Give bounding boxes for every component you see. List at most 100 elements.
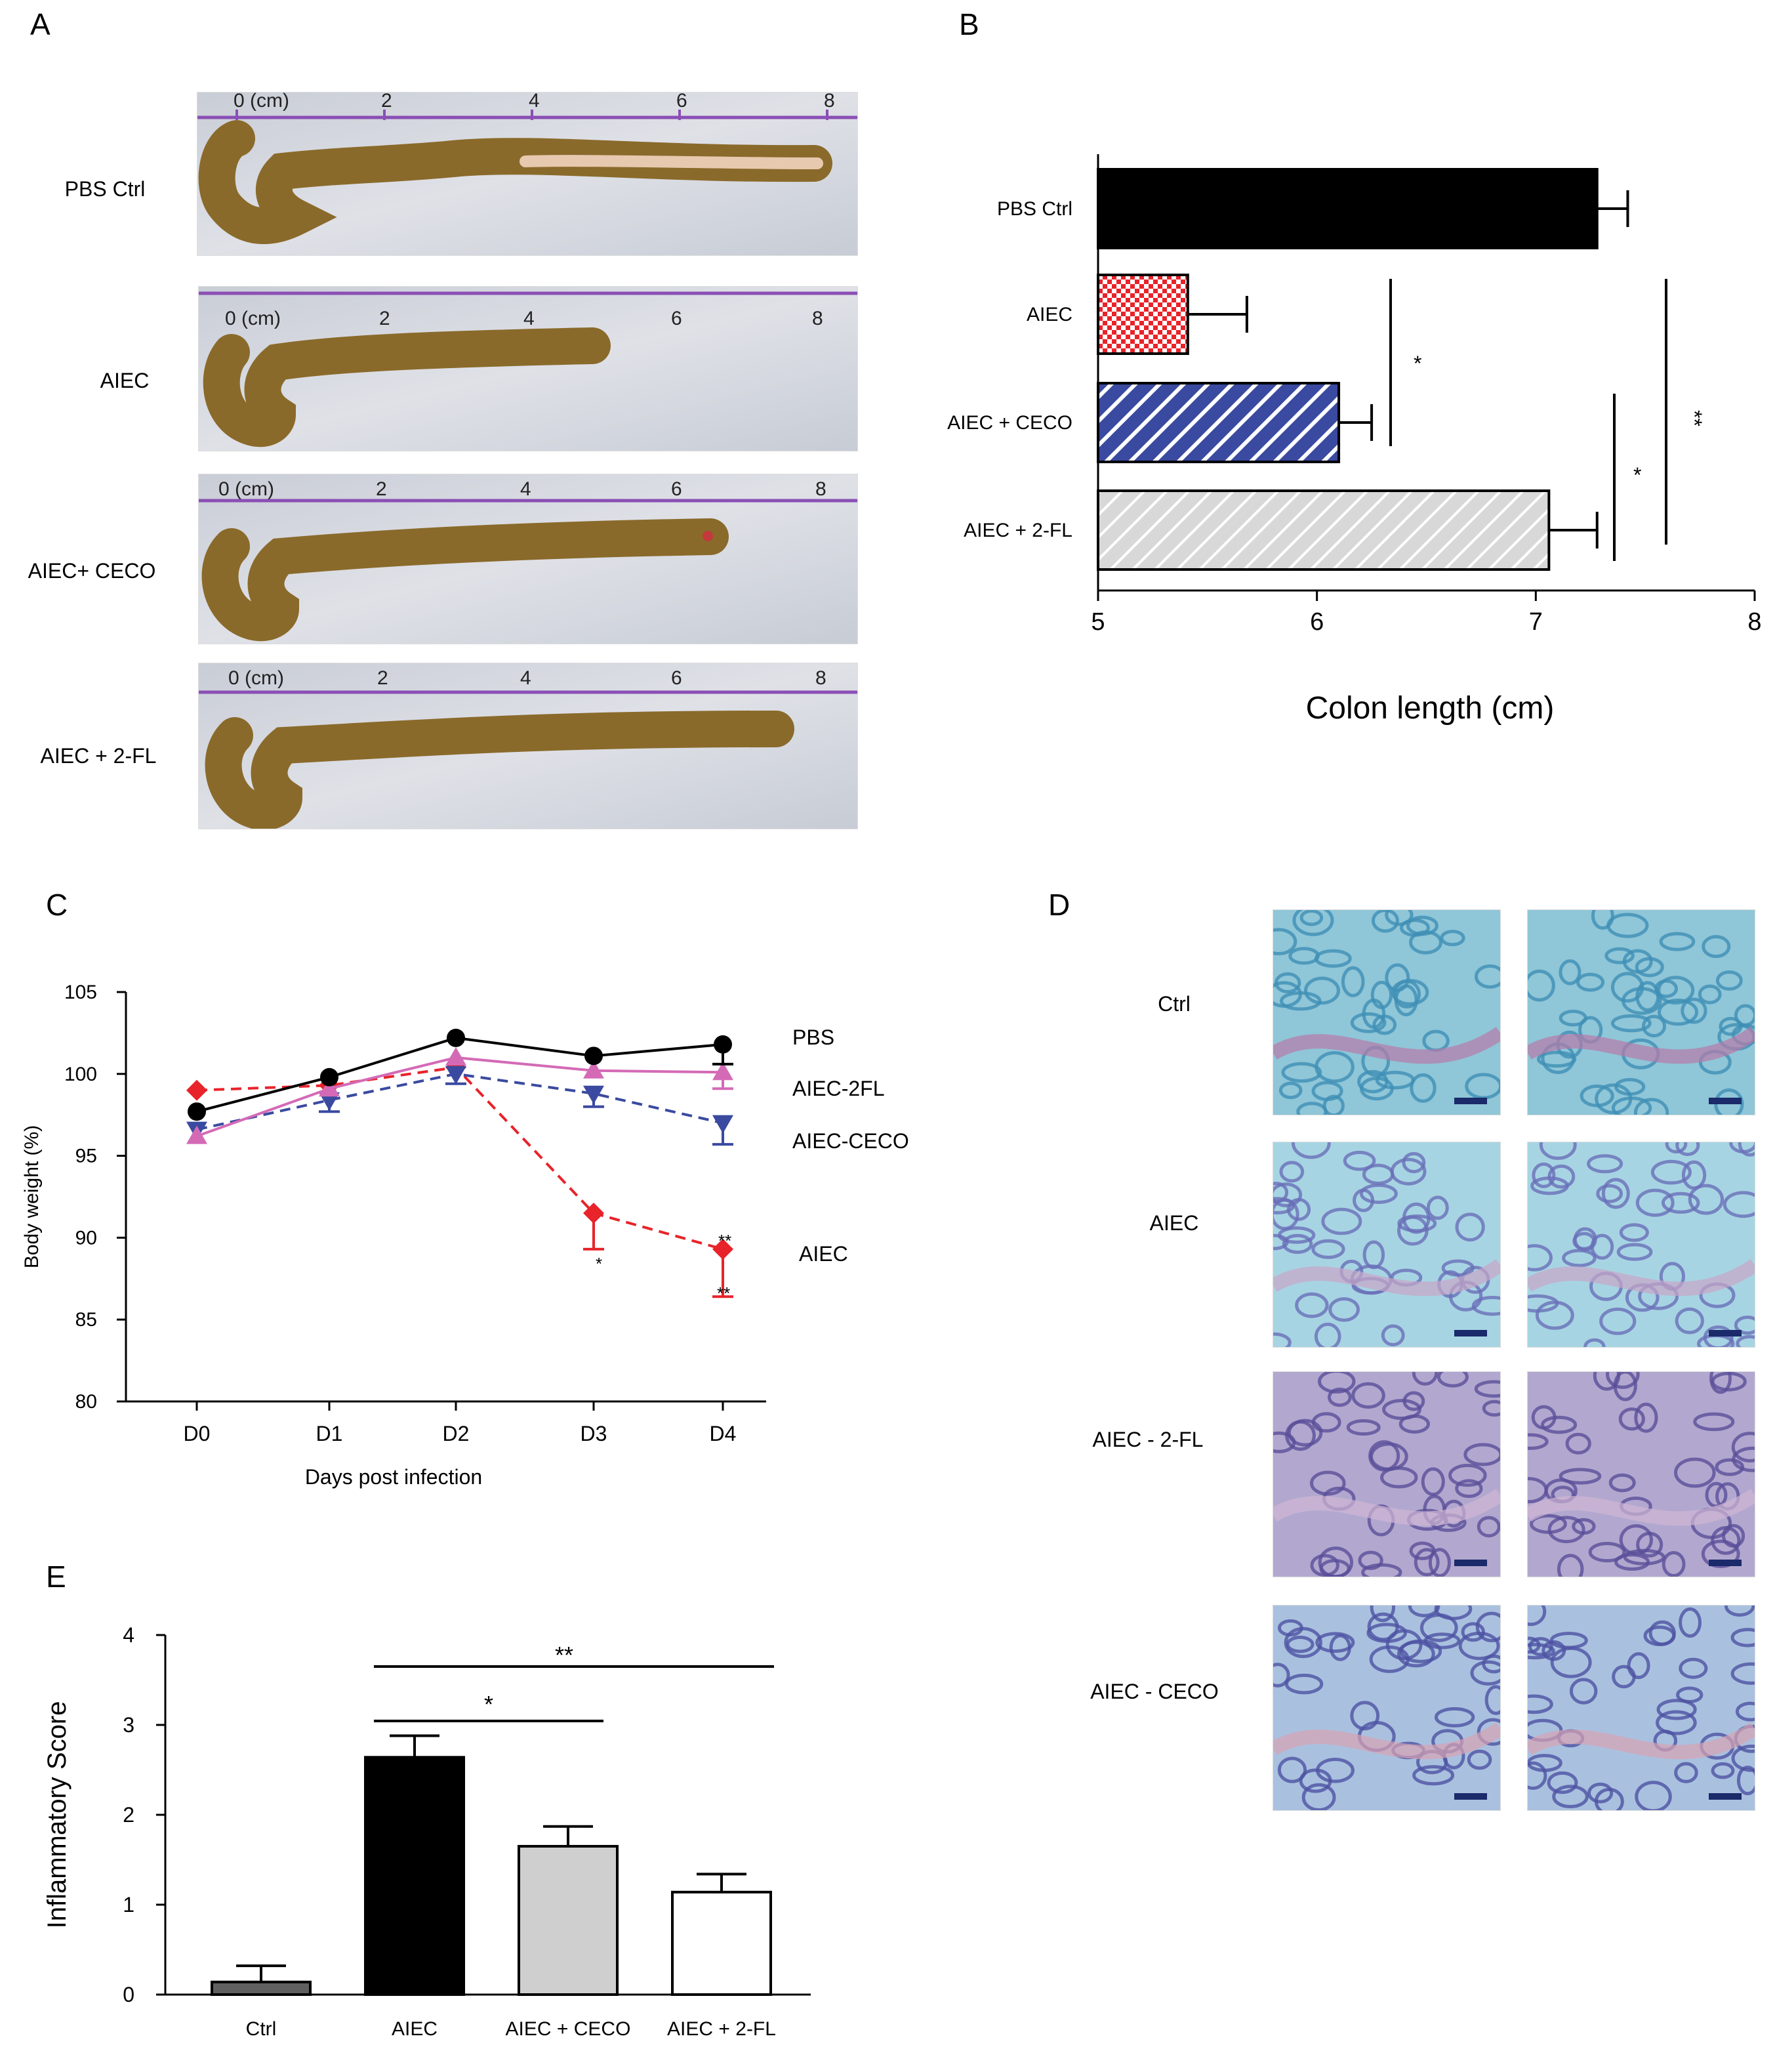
category-label: AIEC + CECO: [947, 412, 1072, 434]
tissue-crypt: [1532, 1162, 1556, 1188]
tissue-crypt: [1428, 1548, 1451, 1577]
x-axis-title: Colon length (cm): [1306, 691, 1555, 726]
x-tick-label: D4: [710, 1422, 737, 1445]
tissue-crypt: [1587, 1154, 1623, 1174]
x-axis-title: Days post infection: [305, 1465, 482, 1489]
tissue-crypt: [1681, 1160, 1707, 1190]
tissue-crypt: [1565, 1432, 1591, 1455]
tissue-crypt: [1402, 1391, 1425, 1411]
tissue-crypt: [1693, 1412, 1735, 1432]
data-point: [712, 1062, 733, 1081]
histology-image: [1273, 1605, 1501, 1811]
tissue-crypt: [1528, 1606, 1547, 1627]
data-point: [714, 1035, 732, 1054]
tissue-crypt: [1701, 1539, 1740, 1569]
tissue-crypt: [1311, 1412, 1341, 1433]
series-line: [196, 1066, 724, 1251]
ruler-label: 4: [520, 667, 531, 689]
ruler-label: 0 (cm): [218, 478, 274, 500]
ruler-label: 2: [377, 667, 388, 689]
tissue-layer: [1273, 1489, 1500, 1526]
tissue-crypt: [1467, 1749, 1492, 1770]
tissue-crypt: [1286, 1197, 1311, 1221]
tissue-crypt: [1539, 1142, 1577, 1160]
data-point: [320, 1067, 338, 1087]
category-label: PBS Ctrl: [997, 198, 1072, 220]
y-tick-label: 85: [75, 1309, 97, 1331]
y-tick-label: 100: [64, 1064, 97, 1085]
tissue-layer: [1273, 1259, 1500, 1296]
x-tick-label: 8: [1747, 608, 1761, 636]
image-background: [1528, 1606, 1755, 1810]
ruler-label: 6: [671, 667, 682, 689]
tissue-crypt: [1679, 1657, 1708, 1679]
tissue-crypt: [1301, 1783, 1336, 1810]
panel-letter-b: B: [959, 7, 979, 41]
tissue-crypt: [1635, 1188, 1675, 1217]
tissue-crypt: [1412, 1372, 1438, 1386]
tissue-crypt: [1665, 1142, 1688, 1154]
scale-bar: [1709, 1098, 1742, 1104]
ruler-label: 8: [824, 93, 835, 112]
data-point: [583, 1060, 604, 1079]
panel-a-label-pbs: PBS Ctrl: [64, 177, 146, 201]
scale-bar: [1709, 1560, 1742, 1566]
colon-photo-aiec: 0 (cm) 2 4 6 8: [198, 286, 858, 451]
tissue-crypt: [1448, 1464, 1487, 1487]
tissue-crypt: [1282, 1233, 1313, 1254]
tissue-crypt: [1314, 949, 1352, 968]
sig-star: **: [555, 1642, 573, 1668]
y-tick-label: 95: [75, 1146, 97, 1167]
scale-bar: [1709, 1793, 1742, 1800]
tissue-crypt: [1583, 1338, 1606, 1347]
y-tick-label: 90: [75, 1227, 97, 1249]
ruler-label: 6: [676, 93, 687, 112]
sig-star: *: [484, 1691, 493, 1718]
legend-label: AIEC-CECO: [792, 1129, 909, 1153]
tissue-crypt: [1287, 1419, 1323, 1447]
ruler-label: 6: [671, 478, 682, 500]
histology-image: [1527, 1371, 1755, 1577]
histology-image: [1527, 1605, 1755, 1811]
data-point: [712, 1238, 733, 1260]
tissue-crypt: [1723, 1191, 1755, 1218]
tissue-crypt: [1385, 910, 1414, 926]
tissue-crypt: [1317, 1372, 1356, 1394]
tissue-crypt: [1715, 1458, 1745, 1476]
ruler-label: 0 (cm): [228, 667, 284, 689]
tissue-crypt: [1610, 1014, 1652, 1033]
tissue-crypt: [1530, 1176, 1569, 1195]
bar: [1097, 274, 1189, 355]
tissue-crypt: [1286, 1636, 1315, 1653]
tissue-crypt: [1635, 1781, 1672, 1810]
tissue-crypt: [1322, 1094, 1345, 1115]
tissue-crypt: [1709, 1372, 1732, 1394]
sig-star: **: [717, 1283, 730, 1303]
tissue-crypt: [1661, 1191, 1700, 1214]
ruler-label: 2: [381, 93, 392, 112]
tissue-crypt: [1627, 1652, 1650, 1680]
tissue-crypt: [1295, 1292, 1329, 1318]
tissue-layer: [1528, 1722, 1755, 1760]
tissue-crypt: [1659, 932, 1696, 951]
tissue-crypt: [1528, 1754, 1562, 1772]
data-point: [188, 1102, 206, 1121]
tissue-crypt: [1634, 1402, 1658, 1433]
tissue-crypt: [1622, 987, 1662, 1015]
tissue-crypt: [1292, 910, 1334, 936]
tissue-crypt: [1528, 969, 1555, 1002]
histology-image: [1273, 1371, 1501, 1577]
panel-a-label-aiec: AIEC: [100, 369, 150, 392]
tissue-crypt: [1557, 1554, 1584, 1577]
tissue-crypt: [1587, 1782, 1614, 1804]
tissue-crypt: [1674, 1762, 1698, 1783]
tissue-crypt: [1410, 1073, 1437, 1103]
tissue-crypt: [1311, 1239, 1345, 1259]
tissue-crypt: [1399, 919, 1430, 937]
tissue-crypt: [1612, 1665, 1636, 1689]
y-axis-title: Inflammatory Score: [43, 1701, 71, 1929]
tissue-crypt: [1616, 1243, 1653, 1261]
x-tick-label: 7: [1529, 608, 1543, 636]
bar: [364, 1756, 465, 1996]
tissue-crypt: [1702, 935, 1731, 959]
